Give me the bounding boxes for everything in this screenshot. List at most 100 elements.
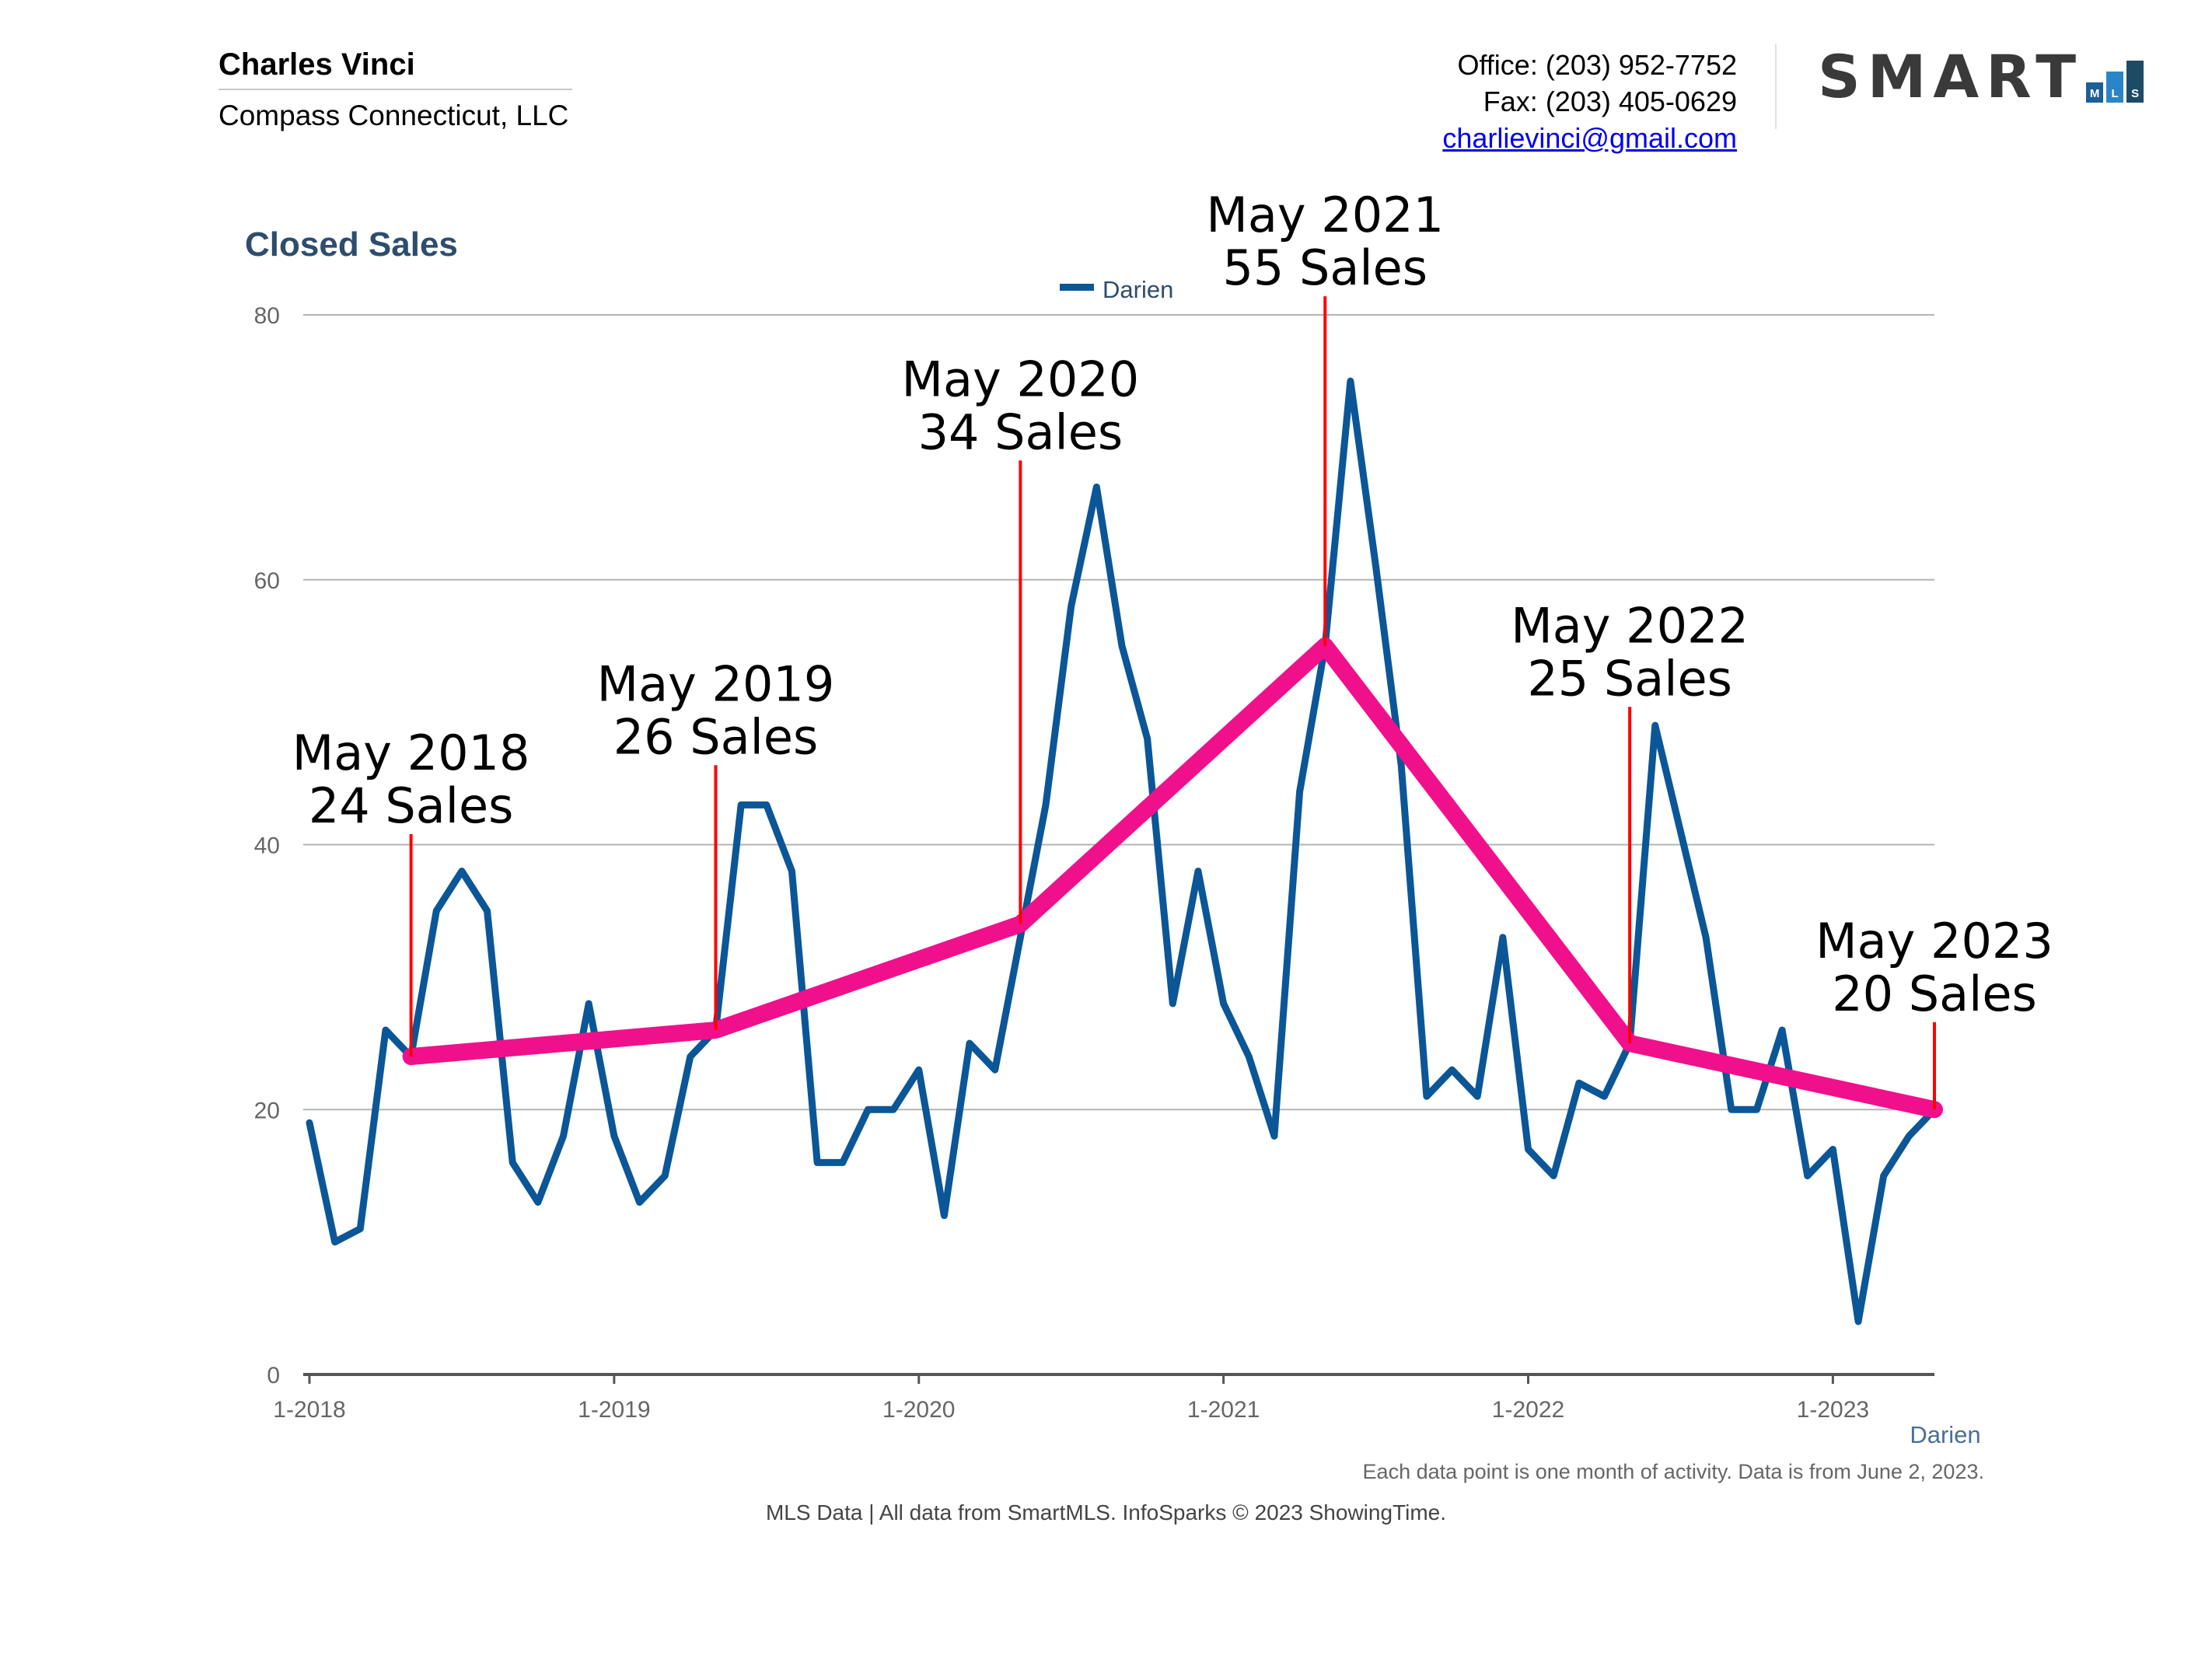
data-point bbox=[1450, 1068, 1454, 1072]
data-point bbox=[764, 803, 768, 807]
smartmls-logo: SMART M L S bbox=[1818, 47, 2147, 107]
data-point bbox=[1907, 1134, 1911, 1138]
data-point bbox=[1755, 1108, 1759, 1112]
data-point bbox=[1247, 1055, 1251, 1059]
data-point bbox=[383, 1029, 387, 1032]
data-point bbox=[1272, 1134, 1276, 1138]
logo-bar-l: L bbox=[2106, 72, 2124, 103]
data-point bbox=[511, 1161, 515, 1165]
annotation-month-3: May 2021 bbox=[1206, 187, 1444, 243]
data-point bbox=[358, 1227, 362, 1231]
data-point bbox=[1120, 644, 1123, 648]
data-point bbox=[460, 869, 463, 873]
data-point bbox=[1400, 763, 1403, 767]
data-point bbox=[739, 803, 743, 807]
darien-series-line bbox=[306, 377, 1938, 1325]
annotation-sales-5: 20 Sales bbox=[1832, 966, 2037, 1022]
x-tick-label-1-2023: 1-2023 bbox=[1797, 1397, 1869, 1423]
annotation-sales-3: 55 Sales bbox=[1222, 239, 1427, 296]
data-point bbox=[917, 1068, 921, 1072]
data-point bbox=[1019, 935, 1022, 939]
data-point bbox=[1145, 737, 1149, 741]
header-separator bbox=[1775, 44, 1777, 129]
data-point bbox=[1348, 379, 1352, 383]
data-point bbox=[1805, 1174, 1809, 1178]
data-point bbox=[435, 909, 439, 913]
annotation-month-2: May 2020 bbox=[902, 351, 1140, 407]
data-point bbox=[688, 1055, 692, 1059]
data-point bbox=[993, 1068, 997, 1072]
data-point bbox=[333, 1240, 337, 1244]
agent-info: Charles Vinci Compass Connecticut, LLC bbox=[218, 45, 572, 134]
data-point bbox=[485, 909, 489, 913]
data-point bbox=[1196, 869, 1200, 873]
data-point bbox=[968, 1042, 972, 1046]
email-link[interactable]: charlievinci@gmail.com bbox=[1442, 122, 1737, 154]
agent-company: Compass Connecticut, LLC bbox=[218, 100, 569, 131]
logo-bar-m: M bbox=[2086, 82, 2104, 103]
x-tick-label-1-2022: 1-2022 bbox=[1492, 1397, 1564, 1423]
logo-bar-s: S bbox=[2126, 61, 2144, 103]
footer-credit: MLS Data | All data from SmartMLS. InfoS… bbox=[765, 1500, 1446, 1525]
may-trend-line bbox=[402, 637, 1943, 1119]
data-point bbox=[1602, 1095, 1606, 1098]
annotation-month-1: May 2019 bbox=[597, 655, 835, 712]
series-layer bbox=[306, 377, 1938, 1325]
annotation-sales-1: 26 Sales bbox=[613, 708, 819, 765]
annotation-sales-2: 34 Sales bbox=[918, 403, 1123, 460]
chart-title: Closed Sales bbox=[245, 225, 458, 264]
data-point bbox=[587, 1001, 591, 1005]
data-point bbox=[612, 1134, 616, 1138]
y-tick-label-0: 0 bbox=[267, 1363, 280, 1388]
data-point bbox=[1095, 485, 1099, 489]
data-point bbox=[1552, 1174, 1556, 1178]
y-tick-label-80: 80 bbox=[254, 303, 280, 329]
annotation-month-5: May 2023 bbox=[1815, 913, 2053, 969]
x-tick-label-1-2019: 1-2019 bbox=[578, 1397, 650, 1423]
annotation-month-4: May 2022 bbox=[1511, 597, 1749, 654]
logo-bars: M L S bbox=[2086, 61, 2147, 103]
data-point bbox=[1882, 1174, 1885, 1178]
data-point bbox=[536, 1200, 540, 1204]
data-point bbox=[1780, 1029, 1784, 1032]
annotation-sales-0: 24 Sales bbox=[309, 777, 514, 834]
x-tick-label-1-2018: 1-2018 bbox=[273, 1397, 345, 1423]
data-point bbox=[1857, 1319, 1861, 1323]
data-point bbox=[840, 1161, 844, 1165]
x-tick-label-1-2021: 1-2021 bbox=[1187, 1397, 1260, 1423]
data-point bbox=[892, 1108, 896, 1112]
data-point bbox=[1374, 564, 1378, 568]
data-point bbox=[816, 1161, 819, 1165]
data-point bbox=[1679, 830, 1683, 833]
data-note: Each data point is one month of activity… bbox=[1362, 1460, 1984, 1483]
data-point bbox=[1298, 790, 1302, 794]
agent-name: Charles Vinci bbox=[218, 47, 415, 82]
data-point bbox=[1171, 1001, 1175, 1005]
data-point bbox=[663, 1174, 667, 1178]
data-point bbox=[1476, 1095, 1480, 1098]
data-point bbox=[1069, 604, 1073, 608]
office-phone: Office: (203) 952-7752 bbox=[1457, 49, 1737, 81]
data-point bbox=[638, 1200, 641, 1204]
data-point bbox=[561, 1134, 565, 1138]
data-point bbox=[1526, 1147, 1530, 1151]
annotation-month-0: May 2018 bbox=[292, 725, 530, 781]
data-point bbox=[1221, 1001, 1225, 1005]
header-divider bbox=[218, 89, 572, 90]
data-point bbox=[1704, 935, 1708, 939]
data-point bbox=[1653, 724, 1657, 728]
data-point bbox=[866, 1108, 870, 1112]
data-point bbox=[790, 869, 794, 873]
data-point bbox=[1501, 935, 1504, 939]
x-tick-label-1-2020: 1-2020 bbox=[882, 1397, 955, 1423]
y-tick-label-20: 20 bbox=[254, 1098, 280, 1123]
legend-swatch bbox=[1060, 284, 1094, 291]
legend-label: Darien bbox=[1103, 276, 1173, 303]
data-point bbox=[1729, 1108, 1733, 1112]
data-point bbox=[308, 1121, 311, 1125]
fax-number: Fax: (203) 405-0629 bbox=[1483, 86, 1737, 117]
data-point bbox=[1577, 1081, 1581, 1085]
contact-info: Office: (203) 952-7752 Fax: (203) 405-06… bbox=[1442, 47, 1737, 156]
